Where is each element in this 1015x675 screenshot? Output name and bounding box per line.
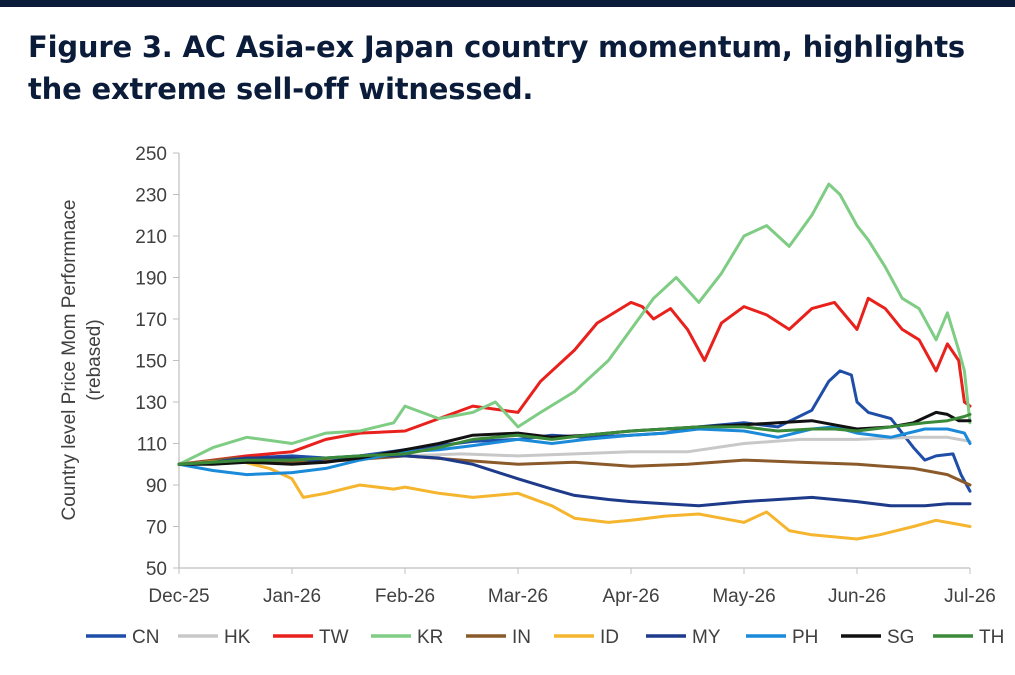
legend-label: MY [692,627,721,648]
legend-item-cn: CN [86,627,159,648]
x-tick-label: Mar-26 [488,586,548,607]
y-tick-label: 90 [146,476,167,497]
x-tick-label: Jan-26 [263,586,321,607]
legend-label: SG [887,627,914,648]
axes: 50 70 90 110 130 150 170 190 210 230 250 Dec-25 Jan-… [135,144,996,607]
x-tick-label: Feb-26 [375,586,435,607]
series-line-tw [177,296,972,466]
legend-label: ID [600,627,619,648]
legend-label: CN [132,627,159,648]
legend-item-tw: TW [273,627,349,648]
y-tick-label: 110 [137,435,167,456]
legend-item-th: TH [933,627,1004,648]
legend-item-in: IN [466,627,531,648]
legend-label: TW [319,627,349,648]
y-tick-label: 230 [135,186,167,207]
legend-item-hk: HK [178,627,251,648]
x-tick-label: Jun-26 [828,586,886,607]
legend-label: IN [512,627,531,648]
y-axis-label-line2: (rebased) [84,319,105,400]
y-axis-label-line1: Country level Price Mom Performnace [59,200,80,521]
legend-item-my: MY [646,627,721,648]
legend-item-id: ID [554,627,619,648]
y-tick-label: 170 [135,310,167,331]
legend: CN HK TW KR IN ID MY PH SG TH [86,627,1004,648]
series-line-th [177,412,972,466]
x-tick-label: Apr-26 [602,586,659,607]
legend-item-kr: KR [371,627,443,648]
series-lines [177,182,972,541]
legend-item-sg: SG [841,627,914,648]
x-tick-label: May-26 [712,586,775,607]
chart-title: Figure 3. AC Asia-ex Japan country momen… [28,30,965,106]
y-tick-label: 190 [135,269,167,290]
y-tick-label: 70 [146,518,167,539]
y-tick-label: 250 [135,144,167,165]
legend-label: TH [979,627,1004,648]
legend-label: KR [417,627,443,648]
legend-label: HK [224,627,251,648]
x-tick-label: Jul-26 [944,586,996,607]
series-line-ph [177,425,972,477]
top-bar [0,0,1015,7]
series-line-id [177,458,972,541]
x-tick-label: Dec-25 [148,586,209,607]
series-line-kr [177,182,972,466]
y-tick-label: 210 [135,227,167,248]
y-tick-label: 130 [135,393,167,414]
y-tick-label: 50 [146,559,167,580]
legend-label: PH [792,627,818,648]
y-tick-label: 150 [135,352,167,373]
legend-item-ph: PH [746,627,818,648]
